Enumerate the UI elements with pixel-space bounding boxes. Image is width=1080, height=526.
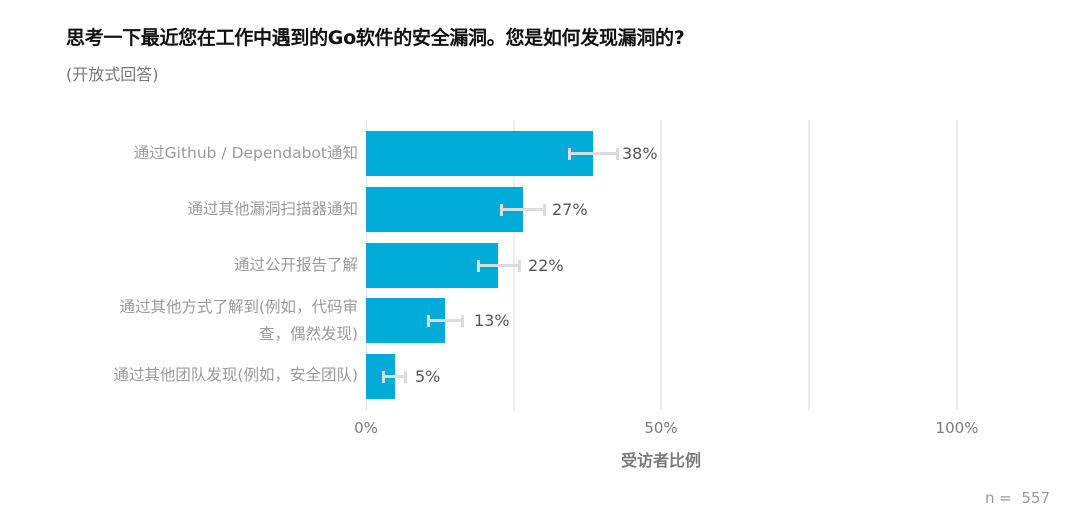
x-tick-label: 50%: [644, 419, 678, 437]
sample-size-label: n = 557: [985, 489, 1051, 507]
gridline-50: [660, 120, 662, 410]
error-bar: [478, 264, 520, 267]
error-cap: [500, 204, 503, 216]
category-label: 通过Github / Dependabot通知: [133, 144, 358, 162]
error-cap: [518, 260, 521, 272]
error-bar: [428, 319, 463, 322]
value-label: 13%: [474, 311, 510, 330]
error-bar: [569, 152, 618, 155]
bar: [366, 243, 498, 288]
value-label: 5%: [415, 367, 441, 386]
error-cap: [461, 315, 464, 327]
category-label: 通过其他漏洞扫描器通知: [187, 200, 358, 218]
chart-subtitle: (开放式回答): [66, 65, 159, 84]
gridline-100: [956, 120, 958, 410]
error-bar: [501, 208, 545, 211]
error-cap: [382, 371, 385, 383]
error-cap: [568, 148, 571, 160]
x-tick-label: 0%: [354, 419, 378, 437]
category-label: 通过公开报告了解: [233, 256, 358, 274]
value-label: 38%: [622, 144, 658, 163]
error-cap: [404, 371, 407, 383]
error-cap: [543, 204, 546, 216]
x-axis-title: 受访者比例: [620, 451, 702, 470]
x-tick-label: 100%: [935, 419, 979, 437]
bar: [366, 187, 523, 232]
category-label: 通过其他团队发现(例如，安全团队): [113, 366, 358, 384]
category-label-line2: 查，偶然发现): [258, 325, 358, 343]
category-label-line1: 通过其他方式了解到(例如，代码审: [119, 298, 358, 316]
gridline-75: [808, 120, 810, 410]
error-cap: [477, 260, 480, 272]
error-cap: [616, 148, 619, 160]
error-bar: [383, 375, 406, 378]
value-label: 27%: [552, 200, 588, 219]
error-cap: [427, 315, 430, 327]
chart-title: 思考一下最近您在工作中遇到的Go软件的安全漏洞。您是如何发现漏洞的?: [66, 27, 685, 49]
value-label: 22%: [528, 256, 564, 275]
bar: [366, 131, 593, 176]
